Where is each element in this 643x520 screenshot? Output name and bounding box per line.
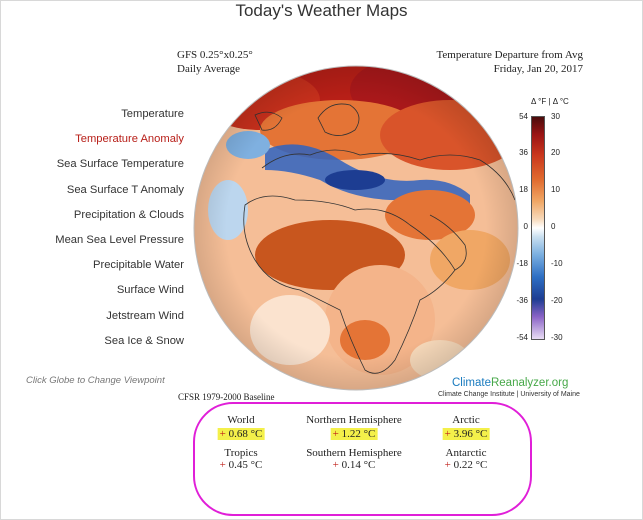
colorbar [531,116,545,340]
colorbar-f-tick: 0 [523,222,528,231]
menu-item-mean-sea-level-pressure[interactable]: Mean Sea Level Pressure [55,233,184,246]
stat-sign: + [219,459,226,471]
baseline-note: CFSR 1979-2000 Baseline [178,392,275,402]
stat-number: 3.96 °C [453,428,488,440]
menu-item-jetstream-wind[interactable]: Jetstream Wind [106,309,184,322]
logo-subtitle: Climate Change Institute | University of… [438,391,580,398]
stat-value-southern-hemisphere: + 0.14 °C [331,459,378,471]
colorbar-c-tick: 20 [551,148,560,157]
menu-item-temperature-anomaly[interactable]: Temperature Anomaly [75,133,184,146]
colorbar-f-tick: 36 [519,148,528,157]
stat-number: 0.22 °C [453,459,488,471]
colorbar-units: Δ °F | Δ °C [531,97,569,106]
logo-part-2: Reanalyzer.org [490,377,569,389]
map-title-main: Temperature Departure from Avg [436,49,583,61]
stat-region-southern-hemisphere: Southern Hemisphere [306,447,402,459]
stat-number: 1.22 °C [341,428,376,440]
model-info: GFS 0.25°x0.25° Daily Average [177,48,253,76]
map-title: Temperature Departure from Avg Friday, J… [436,48,583,76]
map-date: Friday, Jan 20, 2017 [493,63,583,75]
stat-number: 0.68 °C [228,428,263,440]
menu-item-sea-surface-t-anomaly[interactable]: Sea Surface T Anomaly [66,183,184,196]
globe-hint: Click Globe to Change Viewpoint [26,375,165,386]
menu-item-surface-wind[interactable]: Surface Wind [116,284,184,297]
stat-sign: + [332,428,339,440]
colorbar-c-tick: -20 [551,296,563,305]
stat-value-northern-hemisphere: + 1.22 °C [330,428,378,440]
page-title: Today's Weather Maps [235,1,408,20]
colorbar-f-tick: 54 [519,112,528,121]
colorbar-f-tick: -54 [516,333,528,342]
colorbar-f-tick: 18 [519,185,528,194]
menu-item-sea-ice-snow[interactable]: Sea Ice & Snow [104,334,184,347]
stat-value-antarctic: + 0.22 °C [443,459,490,471]
stat-sign: + [444,459,451,471]
colorbar-c-tick: -10 [551,259,563,268]
logo-part-1: Climate [452,377,491,389]
annotation-highlight-outline [193,402,532,516]
stat-number: 0.45 °C [228,459,263,471]
menu-item-sea-surface-temperature[interactable]: Sea Surface Temperature [56,158,184,171]
menu-item-precipitation-clouds[interactable]: Precipitation & Clouds [73,208,184,221]
menu-item-temperature[interactable]: Temperature [121,108,184,120]
map-type-menu: Temperature Temperature Anomaly Sea Surf… [55,107,184,359]
menu-item-precipitable-water[interactable]: Precipitable Water [93,259,184,272]
stat-sign: + [444,428,451,440]
stat-region-antarctic: Antarctic [445,447,487,459]
model-average: Daily Average [177,63,241,75]
stat-sign: + [332,459,339,471]
stat-region-tropics: Tropics [224,447,258,459]
stat-number: 0.14 °C [341,459,376,471]
stat-region-northern-hemisphere: Northern Hemisphere [306,414,402,426]
colorbar-f-tick: -36 [516,296,528,305]
model-resolution: GFS 0.25°x0.25° [177,49,253,61]
stat-value-arctic: + 3.96 °C [442,428,490,440]
stat-region-arctic: Arctic [452,414,480,426]
colorbar-c-tick: -30 [551,333,563,342]
stat-region-world: World [227,414,255,426]
climate-reanalyzer-logo[interactable]: ClimateReanalyzer.org [452,377,568,389]
colorbar-c-tick: 10 [551,185,560,194]
colorbar-c-tick: 30 [551,112,560,121]
stat-value-tropics: + 0.45 °C [218,459,265,471]
colorbar-f-tick: -18 [516,259,528,268]
colorbar-c-tick: 0 [551,222,556,231]
